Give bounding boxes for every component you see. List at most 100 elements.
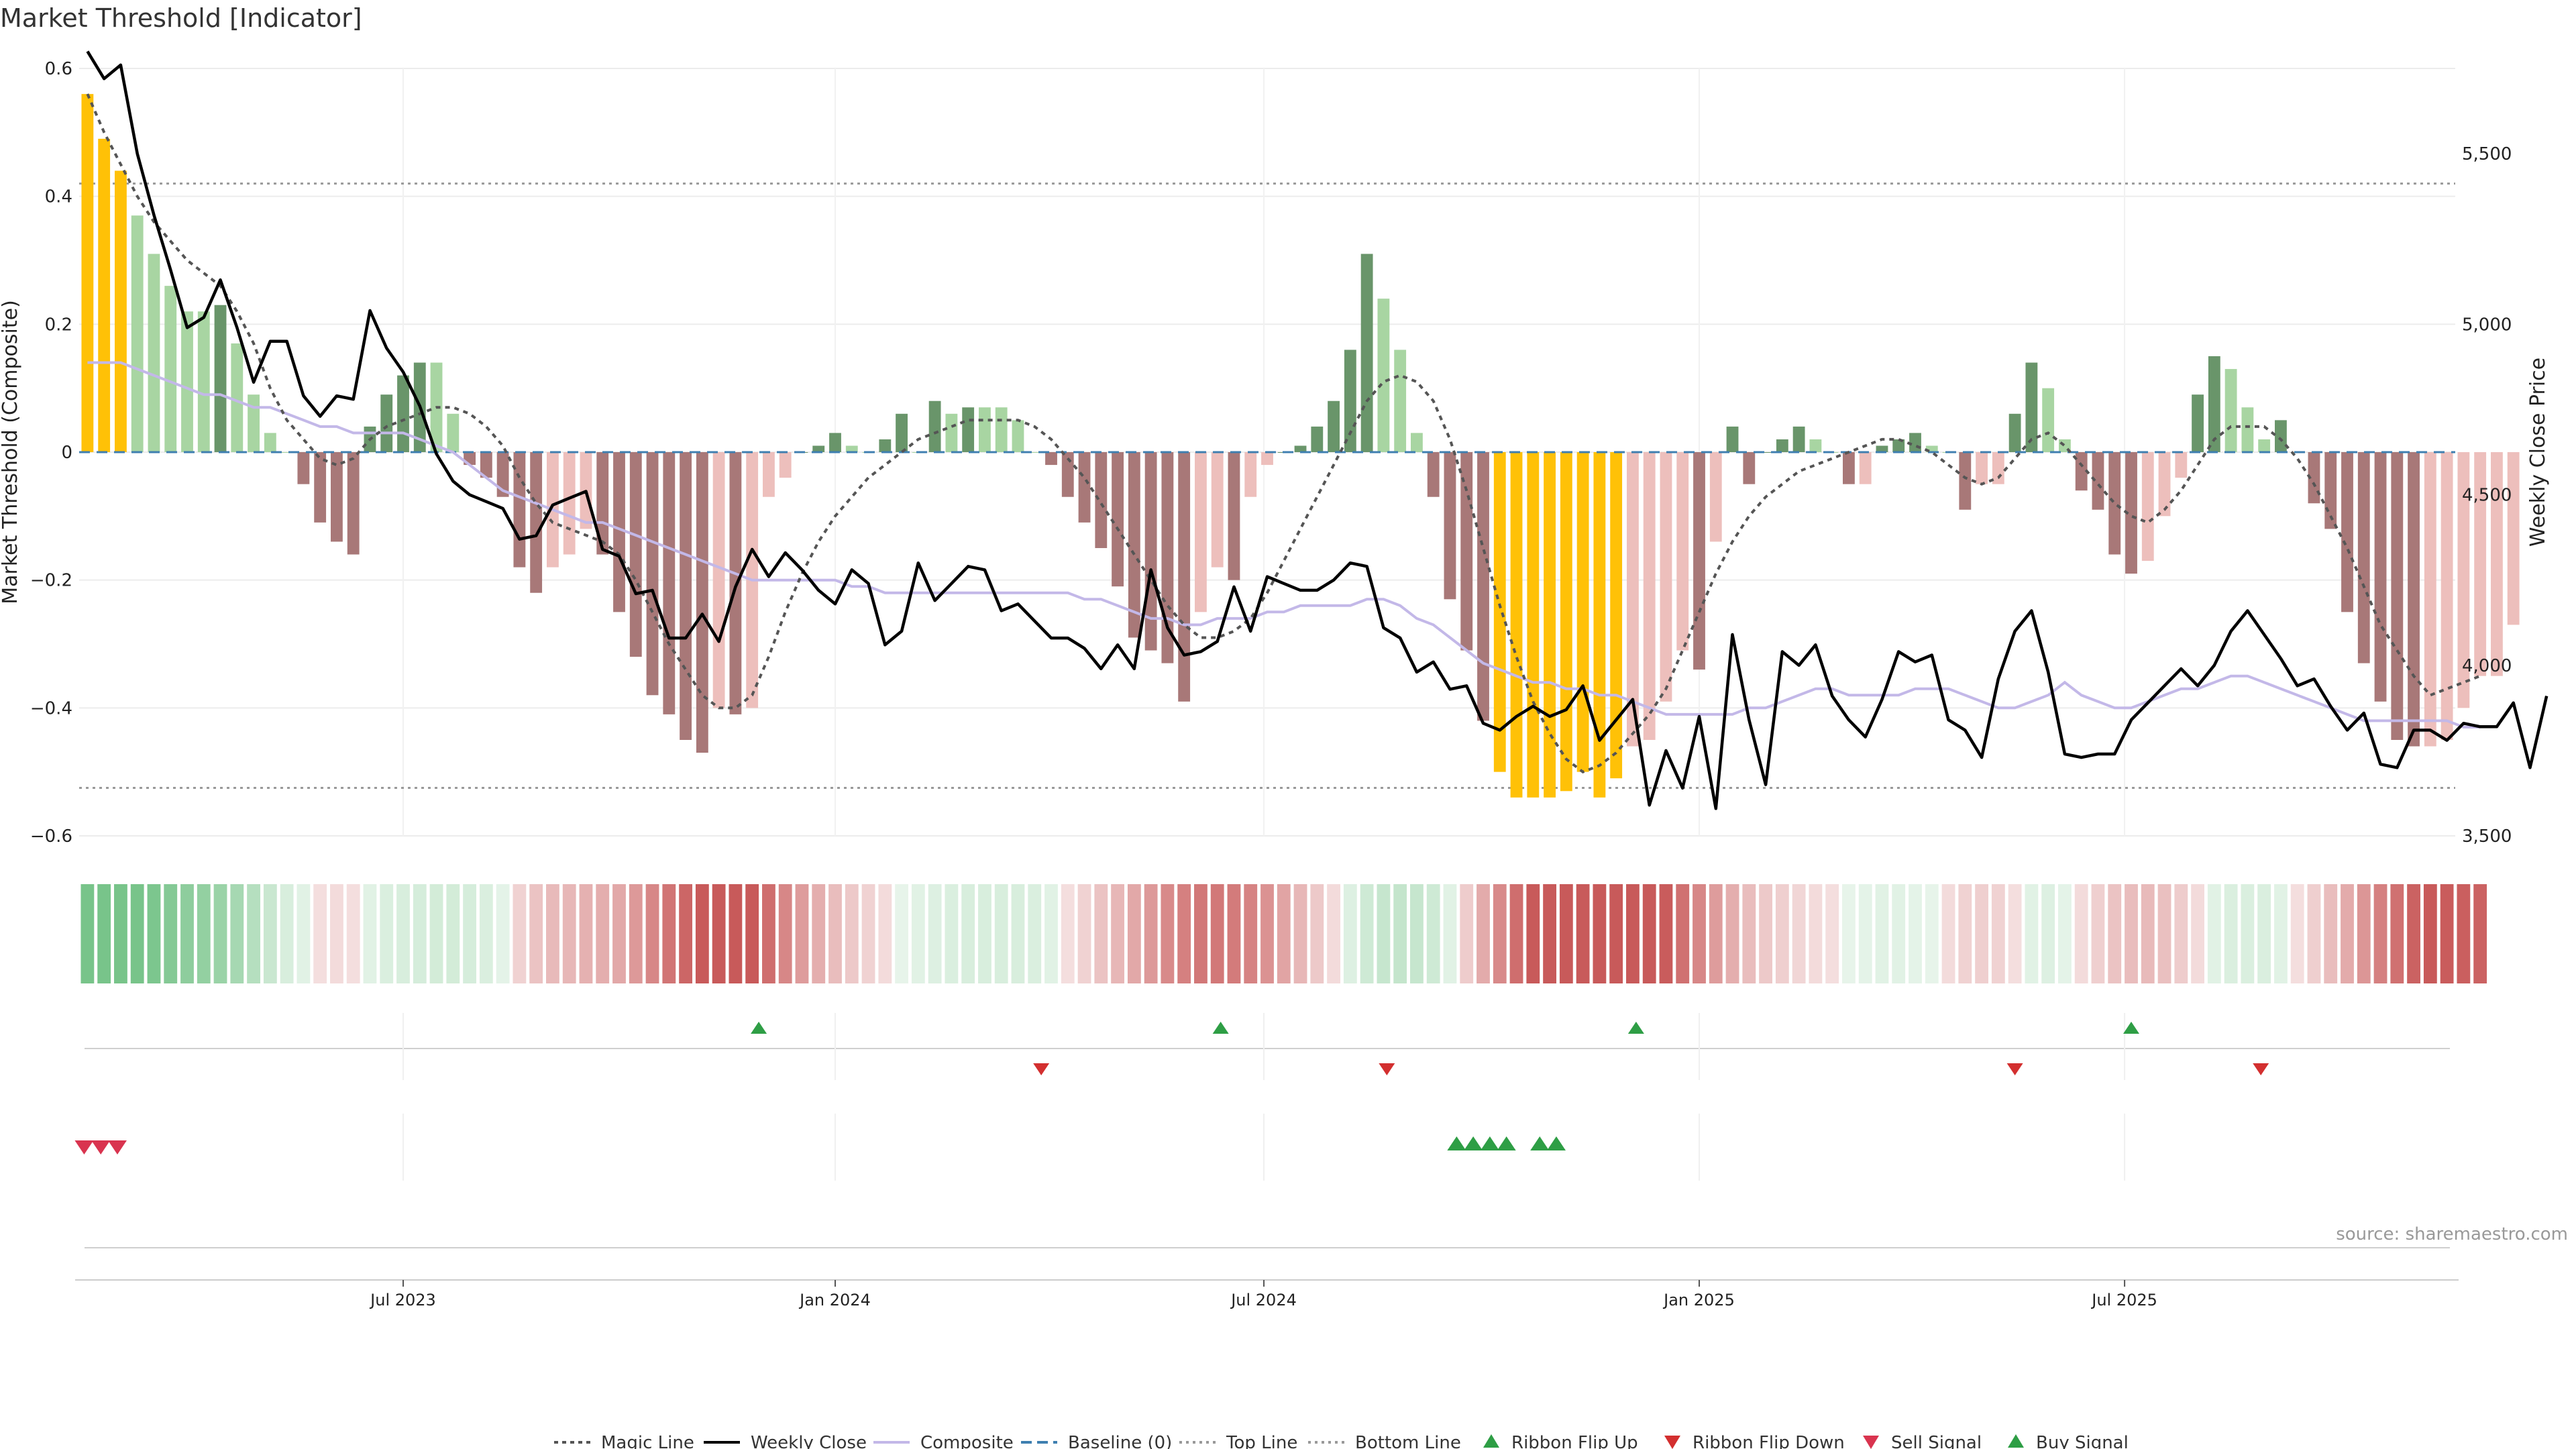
legend-composite-label: Composite — [920, 1433, 1014, 1449]
ribbon-cell — [114, 884, 127, 983]
ribbon-cell — [629, 884, 643, 983]
composite-bar — [1328, 400, 1340, 452]
ribbon-cell — [2257, 884, 2271, 983]
composite-bar — [2391, 452, 2404, 740]
ribbon-cell — [612, 884, 626, 983]
composite-bar — [280, 452, 293, 453]
composite-bar — [1128, 452, 1140, 638]
ribbon-cell — [679, 884, 692, 983]
composite-bar — [2357, 452, 2370, 663]
composite-bar — [1161, 452, 1174, 663]
composite-bar — [1709, 452, 1722, 542]
composite-bar — [2192, 394, 2204, 452]
composite-bar — [1427, 452, 1440, 497]
x-axis: Jul 2023 Jan 2024 Jul 2024 Jan 2025 Jul 2025 — [75, 1279, 2459, 1309]
composite-bar — [1045, 452, 1057, 466]
composite-bar — [1294, 445, 1307, 452]
composite-bar — [2025, 362, 2038, 452]
composite-bar — [1144, 452, 1157, 651]
ribbon-cell — [1892, 884, 1906, 983]
composite-bar — [1311, 426, 1324, 452]
legend-buy-signal-swatch — [2008, 1434, 2024, 1448]
composite-bar — [2408, 452, 2420, 747]
ribbon-cell — [1593, 884, 1607, 983]
composite-bar — [297, 452, 310, 484]
ribbon-flip-down-marker — [2253, 1063, 2269, 1075]
composite-bar — [1892, 439, 1905, 452]
composite-bar — [1560, 452, 1572, 792]
ribbon-cell — [1659, 884, 1673, 983]
composite-bar — [1544, 452, 1556, 798]
legend: Magic Line Weekly Close Composite Baseline … — [554, 1433, 2129, 1449]
ribbon-flip-up-marker — [1212, 1022, 1229, 1034]
ribbon-cell — [1825, 884, 1839, 983]
legend-top-line-label: Top Line — [1226, 1433, 1297, 1449]
ribbon-cell — [1028, 884, 1042, 983]
ribbon-cell — [729, 884, 743, 983]
ribbon-cell — [280, 884, 294, 983]
ribbon-cell — [845, 884, 859, 983]
composite-bar — [513, 452, 526, 568]
buy-signal-marker — [1447, 1136, 1466, 1150]
ribbon-cell — [2041, 884, 2055, 983]
composite-bar — [1228, 452, 1240, 580]
ribbon-cell — [762, 884, 775, 983]
y-tick-right: 5,000 — [2462, 315, 2512, 335]
composite-bar — [1643, 452, 1656, 740]
ribbon-cell — [2207, 884, 2221, 983]
legend-ribbon-flip-down-swatch — [1664, 1436, 1680, 1449]
ribbon-cell — [662, 884, 676, 983]
composite-bar — [1078, 452, 1091, 523]
composite-bar — [928, 400, 941, 452]
ribbon-cell — [1111, 884, 1124, 983]
composite-bar — [248, 394, 260, 452]
composite-bar — [646, 452, 659, 696]
ribbon-cell — [695, 884, 709, 983]
magic-line — [86, 93, 2481, 773]
composite-bar — [979, 407, 991, 452]
ribbon-cell — [1161, 884, 1175, 983]
composite-bar — [1859, 452, 1872, 484]
ribbon-cell — [2290, 884, 2304, 983]
composite-bar — [2241, 407, 2254, 452]
x-tick-label: Jul 2025 — [2090, 1291, 2157, 1309]
ribbon-cell — [745, 884, 759, 983]
composite-bar — [2374, 452, 2387, 702]
ribbon-cell — [1077, 884, 1091, 983]
composite-bar — [1493, 452, 1506, 772]
ribbon-cell — [380, 884, 394, 983]
ribbon-cell — [1909, 884, 1922, 983]
ribbon-flip-up-marker — [1627, 1022, 1644, 1034]
buy-signal-marker — [1480, 1136, 1499, 1150]
ribbon-cell — [945, 884, 959, 983]
composite-bar — [1477, 452, 1489, 721]
chart-title: Market Threshold [Indicator] — [0, 3, 362, 33]
ribbon-cell — [1377, 884, 1391, 983]
legend-baseline-label: Baseline (0) — [1068, 1433, 1172, 1449]
legend-sell-signal-label: Sell Signal — [1891, 1433, 1982, 1449]
ribbon-strip — [80, 884, 2487, 983]
ribbon-cell — [1343, 884, 1357, 983]
y-tick-left: −0.6 — [30, 826, 72, 847]
signal-panel — [74, 1114, 2450, 1248]
composite-bar — [1909, 433, 1921, 452]
composite-bar — [480, 452, 492, 478]
composite-bar — [779, 452, 792, 478]
ribbon-cell — [961, 884, 975, 983]
ribbon-cell — [1958, 884, 1972, 983]
legend-weekly-close-label: Weekly Close — [751, 1433, 867, 1449]
ribbon-cell — [1609, 884, 1623, 983]
sell-signal-marker — [107, 1140, 127, 1155]
ribbon-cell — [80, 884, 95, 983]
composite-bar — [2440, 452, 2453, 740]
composite-bar — [131, 215, 144, 452]
y-tick-left: 0 — [61, 443, 72, 463]
x-tick-label: Jan 2025 — [1662, 1291, 1735, 1309]
composite-bar — [1012, 420, 1024, 452]
ribbon-cell — [828, 884, 842, 983]
ribbon-cell — [878, 884, 892, 983]
ribbon-cell — [1941, 884, 1955, 983]
ribbon-flip-down-marker — [1379, 1063, 1395, 1075]
buy-signal-marker — [1464, 1136, 1483, 1150]
ribbon-cell — [2390, 884, 2404, 983]
